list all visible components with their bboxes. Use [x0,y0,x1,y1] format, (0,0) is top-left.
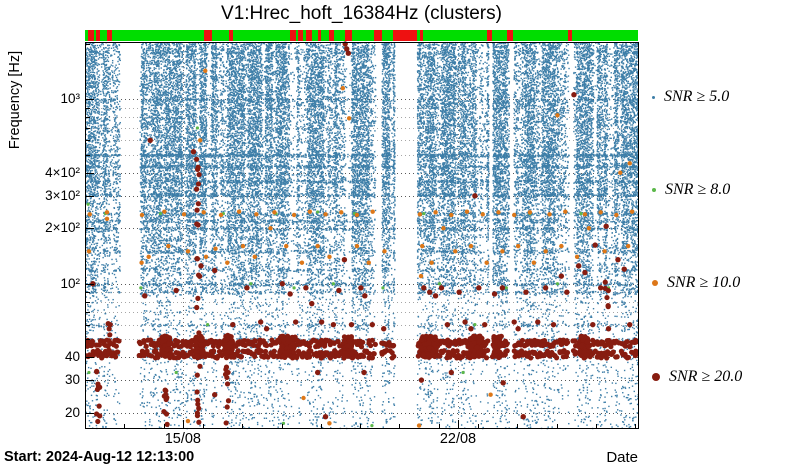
y-tick-label: 40 [64,349,80,365]
y-tick-label: 2×10² [45,220,80,236]
legend-item-snr20: SNR ≥ 20.0 [652,366,742,388]
y-tick-label: 10³ [60,91,80,107]
status-red-segment [298,30,304,41]
x-tick-label: 22/08 [439,431,477,447]
legend-label: SNR ≥ 5.0 [664,88,730,105]
status-red-segment [228,30,234,41]
status-red-segment [568,30,573,41]
x-tick-label: 15/08 [164,431,201,447]
status-red-segment [507,30,513,41]
status-red-segment [305,30,313,41]
y-tick-label: 10² [60,275,80,291]
status-red-segment [393,30,418,41]
date-axis-label: Date [606,449,638,466]
status-red-segment [88,30,95,41]
legend-item-snr8: SNR ≥ 8.0 [652,179,730,201]
legend-label: SNR ≥ 8.0 [665,181,731,198]
snr20-dot-icon [652,373,660,381]
status-red-segment [290,30,297,41]
snr8-dot-icon [652,188,656,192]
start-time-label: Start: 2024-Aug-12 12:13:00 [4,449,195,465]
status-red-segment [96,30,100,41]
y-tick-label: 30 [64,372,80,388]
legend-label: SNR ≥ 20.0 [669,368,743,385]
status-red-segment [487,30,493,41]
status-red-segment [329,30,335,41]
chart-title: V1:Hrec_hoft_16384Hz (clusters) [221,3,502,24]
legend-label: SNR ≥ 10.0 [667,274,741,291]
y-tick-label: 3×10² [45,187,80,203]
status-red-segment [345,30,353,41]
status-red-segment [107,30,113,41]
status-red-segment [420,30,423,41]
snr5-dot-icon [652,95,655,99]
status-red-segment [204,30,212,41]
y-tick-label: 20 [64,404,80,420]
snr10-dot-icon [652,280,658,286]
legend-item-snr5: SNR ≥ 5.0 [652,86,729,108]
status-red-segment [318,30,322,41]
status-red-segment [374,30,383,41]
data-quality-status-bar [85,30,638,41]
y-tick-label: 4×10² [45,164,80,180]
legend-item-snr10: SNR ≥ 10.0 [652,272,740,294]
